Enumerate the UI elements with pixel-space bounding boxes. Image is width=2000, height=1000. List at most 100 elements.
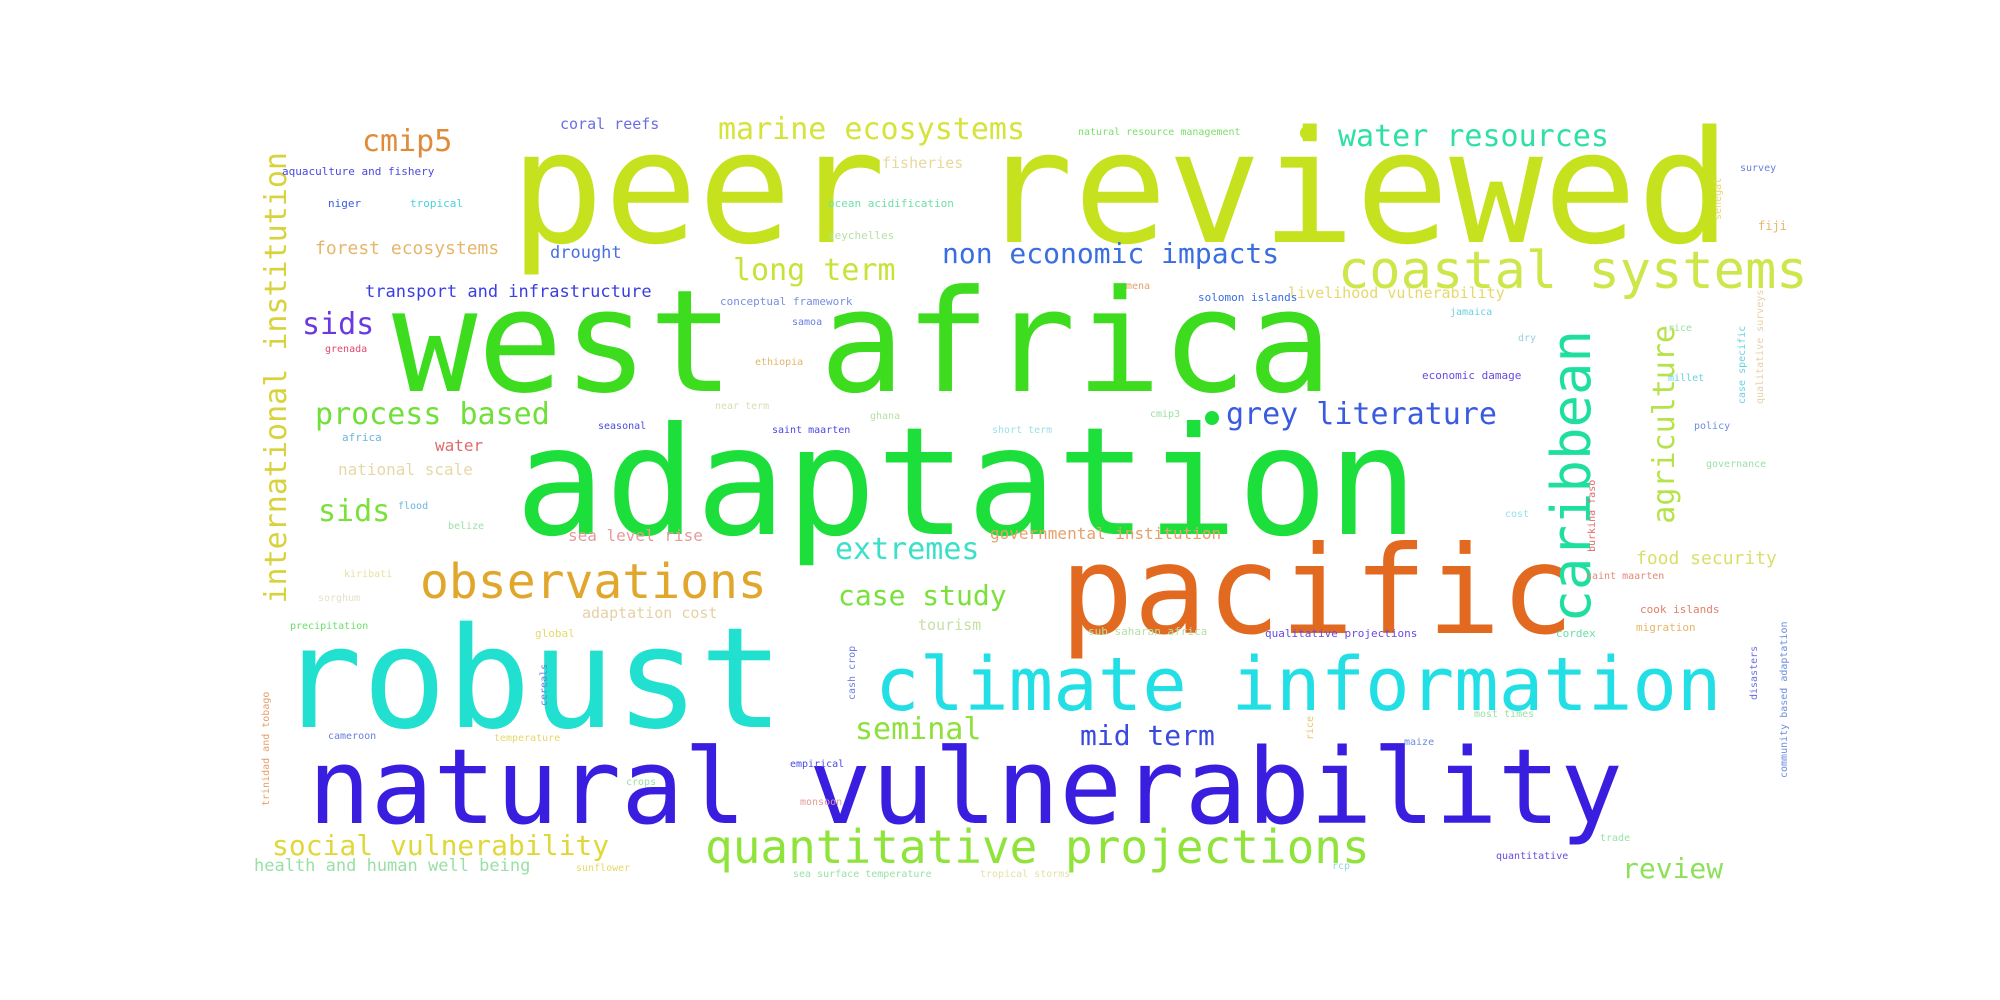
word-cmip3: cmip3	[1150, 409, 1181, 420]
word-cmip5: cmip5	[362, 124, 453, 159]
word-health-and-human-well-being: health and human well being	[254, 856, 531, 876]
word-seasonal: seasonal	[598, 421, 647, 432]
word-near-term: near term	[715, 401, 770, 412]
word-forest-ecosystems: forest ecosystems	[315, 238, 500, 259]
word-burkina-faso: burkina faso	[1587, 479, 1598, 552]
word-rice: rice	[1305, 715, 1316, 740]
word-sorghum: sorghum	[318, 593, 361, 604]
word-sunflower: sunflower	[576, 863, 631, 874]
word-ocean-acidification: ocean acidification	[828, 197, 954, 210]
word-governmental-institution: governmental institution	[990, 524, 1222, 543]
word-international-institution: international institution	[259, 152, 294, 604]
word-mena: mena	[1126, 281, 1151, 292]
word-aquaculture-and-fishery: aquaculture and fishery	[282, 165, 435, 178]
word-natural-vulnerability: natural vulnerability	[308, 726, 1623, 848]
word-case-study: case study	[838, 579, 1007, 612]
word-migration: migration	[1636, 621, 1696, 634]
word-coral-reefs: coral reefs	[560, 115, 660, 133]
word-rcp: rcp	[1332, 861, 1351, 872]
word-extremes: extremes	[835, 532, 980, 567]
word-monsoon: monsoon	[800, 797, 843, 808]
word-water: water	[435, 436, 484, 455]
dot-mark	[1205, 411, 1219, 425]
word-dry: dry	[1518, 333, 1537, 344]
word-senegal: senegal	[1713, 177, 1724, 220]
word-survey: survey	[1740, 163, 1777, 174]
word-grenada: grenada	[325, 344, 368, 355]
word-seminal: seminal	[855, 712, 982, 747]
word-maize: maize	[1404, 737, 1435, 748]
word-community-based-adaptation: community based adaptation	[1779, 621, 1790, 778]
word-water-resources: water resources	[1338, 119, 1609, 154]
word-seychelles: seychelles	[828, 229, 895, 242]
word-sea-level-rise: sea level rise	[568, 526, 703, 545]
word-social-vulnerability: social vulnerability	[272, 829, 610, 862]
word-tourism: tourism	[918, 616, 982, 634]
word-cordex: cordex	[1556, 627, 1596, 640]
word-tropical-storms: tropical storms	[980, 869, 1071, 880]
word-trinidad-and-tobago: trinidad and tobago	[261, 691, 272, 806]
word-livelihood-vulnerability: livelihood vulnerability	[1288, 284, 1505, 302]
word-saint-maarten: saint maarten	[772, 425, 851, 436]
word-west-africa: west africa	[392, 260, 1333, 425]
word-millet: millet	[1668, 373, 1705, 384]
word-cameroon: cameroon	[328, 731, 377, 742]
word-peer-reviewed: peer reviewed	[510, 97, 1731, 279]
word-mid-term: mid term	[1080, 719, 1215, 752]
word-adaptation-cost: adaptation cost	[582, 604, 718, 622]
word-natural-resource-management: natural resource management	[1078, 127, 1241, 138]
word-process-based: process based	[315, 397, 550, 432]
word-short-term: short term	[992, 425, 1053, 436]
word-sub-saharan-africa: sub saharan africa	[1088, 625, 1208, 638]
word-niger: niger	[328, 197, 362, 210]
word-grey-literature: grey literature	[1226, 397, 1497, 432]
word-marine-ecosystems: marine ecosystems	[718, 112, 1026, 147]
word-crops: crops	[626, 777, 657, 788]
word-economic-damage: economic damage	[1422, 369, 1522, 382]
word-africa: africa	[342, 431, 382, 444]
word-tropical: tropical	[410, 197, 463, 210]
word-pacific: pacific	[1060, 520, 1575, 662]
word-ghana: ghana	[870, 411, 901, 422]
word-review: review	[1622, 852, 1724, 885]
word-precipitation: precipitation	[290, 621, 369, 632]
word-conceptual-framework: conceptual framework	[720, 295, 853, 308]
word-temperature: temperature	[494, 733, 561, 744]
word-cook-islands: cook islands	[1640, 603, 1720, 616]
word-solomon-islands: solomon islands	[1198, 291, 1298, 304]
word-transport-and-infrastructure: transport and infrastructure	[365, 282, 652, 302]
word-policy: policy	[1694, 421, 1731, 432]
word-observations: observations	[420, 554, 767, 610]
word-drought: drought	[550, 243, 622, 263]
word-sea-surface-temperature: sea surface temperature	[793, 869, 932, 880]
dot-mark	[1300, 126, 1314, 140]
word-case-specific: case specific	[1737, 325, 1748, 404]
word-national-scale: national scale	[338, 460, 473, 479]
word-jamaica: jamaica	[1450, 307, 1493, 318]
word-sids: sids	[302, 307, 375, 342]
word-fiji: fiji	[1758, 219, 1787, 233]
word-belize: belize	[448, 521, 485, 532]
word-sids-2: sids	[318, 494, 391, 529]
word-qualitative-surveys: qualitative surveys	[1755, 289, 1766, 404]
word-flood: flood	[398, 501, 429, 512]
word-climate-information: climate information	[875, 642, 1722, 728]
word-ethiopia: ethiopia	[755, 357, 804, 368]
word-long-term: long term	[733, 253, 896, 288]
word-global: global	[535, 627, 575, 640]
word-quantitative-projections: quantitative projections	[705, 820, 1370, 874]
word-most-times: most times	[1474, 709, 1535, 720]
word-quantitative: quantitative	[1496, 851, 1569, 862]
word-governance: governance	[1706, 459, 1767, 470]
word-saint-maarten-2: saint maarten	[1586, 571, 1665, 582]
word-qualitative-projections: qualitative projections	[1265, 627, 1418, 640]
word-cereals: cereals	[539, 663, 550, 706]
word-coastal-systems: coastal systems	[1338, 241, 1808, 301]
word-fisheries: fisheries	[882, 154, 964, 172]
word-disasters: disasters	[1749, 645, 1760, 700]
word-trade: trade	[1600, 833, 1631, 844]
word-cash-crop: cash crop	[847, 645, 858, 700]
word-food-security: food security	[1636, 548, 1777, 569]
word-robust: robust	[278, 598, 784, 761]
